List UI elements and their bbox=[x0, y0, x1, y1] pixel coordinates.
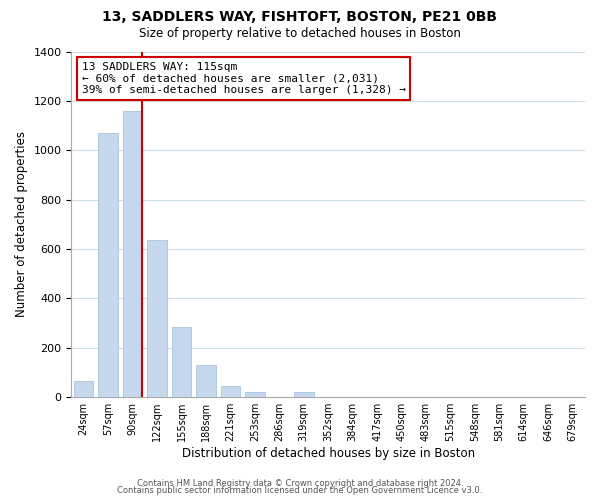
Text: 13 SADDLERS WAY: 115sqm
← 60% of detached houses are smaller (2,031)
39% of semi: 13 SADDLERS WAY: 115sqm ← 60% of detache… bbox=[82, 62, 406, 95]
Bar bbox=[98, 133, 118, 397]
Text: Contains public sector information licensed under the Open Government Licence v3: Contains public sector information licen… bbox=[118, 486, 482, 495]
Bar bbox=[221, 386, 240, 397]
Bar bbox=[147, 240, 167, 397]
Text: Contains HM Land Registry data © Crown copyright and database right 2024.: Contains HM Land Registry data © Crown c… bbox=[137, 478, 463, 488]
Bar bbox=[294, 392, 314, 397]
X-axis label: Distribution of detached houses by size in Boston: Distribution of detached houses by size … bbox=[182, 447, 475, 460]
Bar bbox=[196, 365, 215, 397]
Bar bbox=[245, 392, 265, 397]
Bar bbox=[74, 381, 94, 397]
Bar bbox=[172, 327, 191, 397]
Bar bbox=[123, 111, 142, 397]
Text: 13, SADDLERS WAY, FISHTOFT, BOSTON, PE21 0BB: 13, SADDLERS WAY, FISHTOFT, BOSTON, PE21… bbox=[103, 10, 497, 24]
Text: Size of property relative to detached houses in Boston: Size of property relative to detached ho… bbox=[139, 28, 461, 40]
Y-axis label: Number of detached properties: Number of detached properties bbox=[15, 132, 28, 318]
